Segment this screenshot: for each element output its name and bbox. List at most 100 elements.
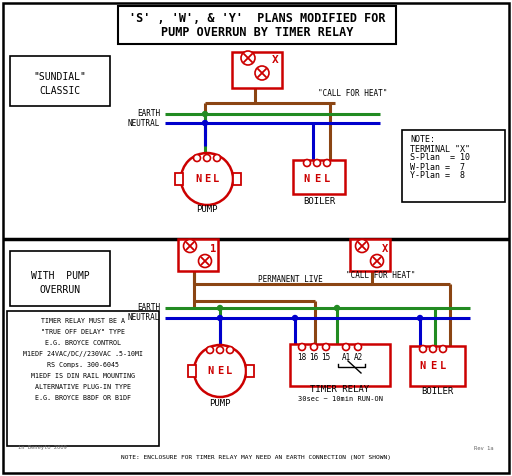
Text: in Beneyto 2009: in Beneyto 2009 <box>18 446 67 450</box>
Circle shape <box>218 306 223 310</box>
Text: "SUNDIAL": "SUNDIAL" <box>34 72 87 82</box>
Text: "CALL FOR HEAT": "CALL FOR HEAT" <box>346 271 415 280</box>
Text: E.G. BROYCE CONTROL: E.G. BROYCE CONTROL <box>45 340 121 346</box>
Text: N: N <box>304 174 310 184</box>
Text: EARTH: EARTH <box>137 304 160 313</box>
Text: "CALL FOR HEAT": "CALL FOR HEAT" <box>318 89 388 98</box>
Text: S-Plan  = 10: S-Plan = 10 <box>410 153 470 162</box>
Text: E: E <box>314 174 320 184</box>
Circle shape <box>194 155 201 161</box>
FancyBboxPatch shape <box>118 6 396 44</box>
Text: PUMP: PUMP <box>196 206 218 215</box>
Text: N: N <box>420 361 426 371</box>
Text: M1EDF 24VAC/DC//230VAC .5-10MI: M1EDF 24VAC/DC//230VAC .5-10MI <box>23 351 143 357</box>
Circle shape <box>183 239 197 252</box>
Text: M1EDF IS DIN RAIL MOUNTING: M1EDF IS DIN RAIL MOUNTING <box>31 373 135 379</box>
Text: W-Plan =  7: W-Plan = 7 <box>410 162 465 171</box>
Text: NOTE:: NOTE: <box>410 136 435 145</box>
Text: L: L <box>440 361 446 371</box>
Text: 16: 16 <box>309 353 318 361</box>
Circle shape <box>217 347 224 354</box>
FancyBboxPatch shape <box>178 239 218 271</box>
FancyBboxPatch shape <box>290 344 390 386</box>
Text: NEUTRAL: NEUTRAL <box>127 119 160 128</box>
Text: 18: 18 <box>297 353 307 361</box>
Circle shape <box>214 155 221 161</box>
FancyBboxPatch shape <box>232 52 282 88</box>
Text: E.G. BROYCE B8DF OR B1DF: E.G. BROYCE B8DF OR B1DF <box>35 395 131 401</box>
FancyBboxPatch shape <box>246 365 254 377</box>
Circle shape <box>203 111 207 117</box>
Circle shape <box>323 344 330 350</box>
Text: N: N <box>208 366 214 376</box>
Text: PUMP: PUMP <box>209 399 231 408</box>
FancyBboxPatch shape <box>402 130 505 202</box>
FancyBboxPatch shape <box>3 3 509 473</box>
Text: 1: 1 <box>210 244 216 254</box>
Circle shape <box>255 66 269 80</box>
FancyBboxPatch shape <box>233 173 241 185</box>
Circle shape <box>334 306 339 310</box>
Circle shape <box>355 239 369 252</box>
Text: N: N <box>195 174 201 184</box>
Text: OVERRUN: OVERRUN <box>39 285 80 295</box>
Text: X: X <box>272 55 279 65</box>
Text: TIMER RELAY MUST BE A: TIMER RELAY MUST BE A <box>41 318 125 324</box>
Text: E: E <box>217 366 223 376</box>
Circle shape <box>292 316 297 320</box>
Circle shape <box>194 345 246 397</box>
Text: EARTH: EARTH <box>137 109 160 119</box>
Circle shape <box>313 159 321 167</box>
Circle shape <box>354 344 361 350</box>
Text: X: X <box>382 244 388 254</box>
Text: TERMINAL "X": TERMINAL "X" <box>410 145 470 153</box>
Circle shape <box>298 344 306 350</box>
Text: 'S' , 'W', & 'Y'  PLANS MODIFIED FOR: 'S' , 'W', & 'Y' PLANS MODIFIED FOR <box>129 11 385 24</box>
Circle shape <box>324 159 331 167</box>
Circle shape <box>417 316 422 320</box>
Text: NOTE: ENCLOSURE FOR TIMER RELAY MAY NEED AN EARTH CONNECTION (NOT SHOWN): NOTE: ENCLOSURE FOR TIMER RELAY MAY NEED… <box>121 456 391 460</box>
FancyBboxPatch shape <box>7 311 159 446</box>
Text: BOILER: BOILER <box>421 387 453 397</box>
Text: ALTERNATIVE PLUG-IN TYPE: ALTERNATIVE PLUG-IN TYPE <box>35 384 131 390</box>
Circle shape <box>343 344 350 350</box>
Circle shape <box>304 159 310 167</box>
FancyBboxPatch shape <box>293 160 345 194</box>
Text: 30sec ~ 10min RUN-ON: 30sec ~ 10min RUN-ON <box>297 396 382 402</box>
Text: PUMP OVERRUN BY TIMER RELAY: PUMP OVERRUN BY TIMER RELAY <box>161 27 353 40</box>
Circle shape <box>203 155 210 161</box>
Circle shape <box>199 255 211 268</box>
Circle shape <box>226 347 233 354</box>
FancyBboxPatch shape <box>175 173 183 185</box>
Text: "TRUE OFF DELAY" TYPE: "TRUE OFF DELAY" TYPE <box>41 329 125 335</box>
Circle shape <box>310 344 317 350</box>
Text: L: L <box>324 174 330 184</box>
Text: Y-Plan =  8: Y-Plan = 8 <box>410 171 465 180</box>
Text: E: E <box>430 361 436 371</box>
Text: TIMER RELAY: TIMER RELAY <box>310 386 370 395</box>
Text: CLASSIC: CLASSIC <box>39 86 80 96</box>
Text: A2: A2 <box>353 353 362 361</box>
FancyBboxPatch shape <box>10 56 110 106</box>
Text: L: L <box>226 366 232 376</box>
Circle shape <box>181 153 233 205</box>
Text: L: L <box>213 174 219 184</box>
Circle shape <box>371 255 383 268</box>
Text: NEUTRAL: NEUTRAL <box>127 314 160 323</box>
Circle shape <box>419 346 426 353</box>
Circle shape <box>206 347 214 354</box>
FancyBboxPatch shape <box>10 251 110 306</box>
Text: WITH  PUMP: WITH PUMP <box>31 271 90 281</box>
Text: RS Comps. 300-6045: RS Comps. 300-6045 <box>47 362 119 368</box>
Circle shape <box>439 346 446 353</box>
FancyBboxPatch shape <box>410 346 465 386</box>
Circle shape <box>218 316 223 320</box>
FancyBboxPatch shape <box>188 365 196 377</box>
Circle shape <box>203 120 207 126</box>
Text: PERMANENT LIVE: PERMANENT LIVE <box>258 276 323 285</box>
FancyBboxPatch shape <box>350 239 390 271</box>
Text: E: E <box>204 174 210 184</box>
Text: BOILER: BOILER <box>303 197 335 206</box>
Circle shape <box>241 51 255 65</box>
Text: Rev 1a: Rev 1a <box>475 446 494 450</box>
